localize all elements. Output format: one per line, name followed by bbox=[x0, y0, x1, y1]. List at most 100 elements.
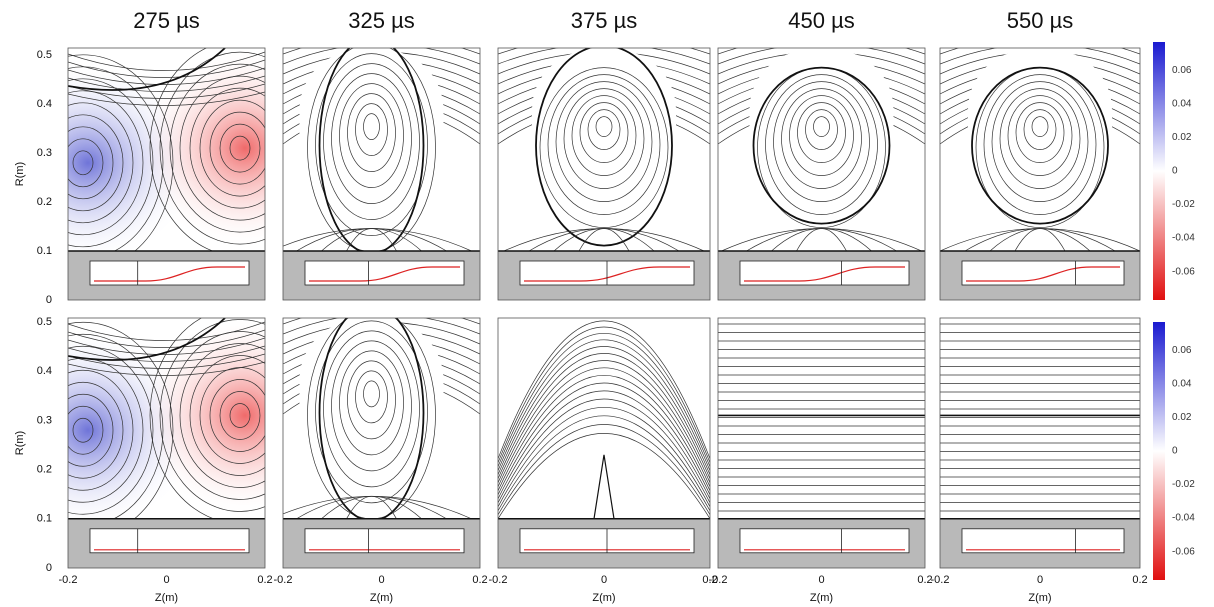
contour bbox=[72, 417, 94, 443]
contour bbox=[498, 353, 710, 479]
colorbar-tick-label: -0.04 bbox=[1172, 513, 1195, 524]
inset-trace bbox=[309, 266, 460, 282]
panel-frame bbox=[939, 317, 1141, 569]
panel-frame bbox=[282, 47, 481, 301]
contour bbox=[498, 382, 710, 495]
x-tick-label: 0 bbox=[163, 574, 169, 586]
y-tick-label: 0 bbox=[46, 294, 52, 306]
contour bbox=[563, 88, 645, 189]
panel-frame bbox=[282, 317, 481, 569]
x-tick-label: 0.2 bbox=[917, 574, 932, 586]
contour bbox=[68, 353, 265, 369]
contour bbox=[331, 340, 412, 472]
colorbar-tick-label: 0.06 bbox=[1172, 65, 1192, 76]
contour bbox=[315, 53, 428, 236]
inset bbox=[739, 528, 910, 554]
contour bbox=[229, 135, 251, 161]
colorbar bbox=[1153, 322, 1165, 580]
panel bbox=[497, 47, 711, 301]
x-axis-label: Z(m) bbox=[810, 592, 833, 604]
contour bbox=[721, 228, 922, 252]
contour bbox=[498, 360, 710, 483]
x-tick-label: -0.2 bbox=[709, 574, 728, 586]
contour bbox=[315, 320, 428, 504]
contour bbox=[68, 59, 265, 78]
contour bbox=[498, 332, 710, 467]
colorbar-tick-label: 0 bbox=[1172, 446, 1178, 457]
y-axis-label: R(m) bbox=[14, 162, 26, 186]
contour bbox=[498, 320, 710, 459]
contour bbox=[773, 81, 870, 202]
contour bbox=[555, 81, 653, 202]
contour bbox=[68, 78, 154, 248]
contour bbox=[68, 126, 114, 200]
column-title: 550 µs bbox=[1007, 8, 1074, 33]
contour bbox=[355, 103, 388, 156]
panel bbox=[497, 317, 711, 569]
contour bbox=[547, 74, 661, 215]
contour bbox=[68, 329, 265, 348]
contour bbox=[813, 116, 830, 137]
y-tick-label: 0.4 bbox=[37, 365, 52, 377]
contour bbox=[169, 63, 265, 233]
contour bbox=[331, 73, 412, 204]
mask bbox=[299, 50, 444, 247]
x-tick-label: -0.2 bbox=[931, 574, 950, 586]
x-axis-label: Z(m) bbox=[370, 592, 393, 604]
x-tick-label: 0.2 bbox=[1132, 574, 1147, 586]
contour bbox=[355, 370, 388, 424]
x-tick-label: 0 bbox=[601, 574, 607, 586]
colorbar-tick-label: 0.02 bbox=[1172, 412, 1192, 423]
y-tick-label: 0.5 bbox=[37, 49, 52, 61]
panel-content bbox=[498, 318, 710, 568]
panel-content bbox=[68, 318, 265, 568]
panel bbox=[939, 47, 1141, 301]
y-tick-label: 0.1 bbox=[37, 513, 52, 525]
contour bbox=[68, 393, 114, 467]
colorbar-tick-label: 0.04 bbox=[1172, 379, 1192, 390]
contour bbox=[68, 75, 265, 92]
contour bbox=[68, 337, 265, 355]
contour bbox=[999, 88, 1081, 189]
colorbar-tick-label: 0 bbox=[1172, 166, 1178, 177]
contour bbox=[283, 228, 472, 252]
contour bbox=[498, 367, 710, 487]
contour bbox=[68, 345, 154, 515]
contour bbox=[68, 51, 265, 71]
panel-frame bbox=[497, 317, 711, 569]
contour bbox=[503, 228, 705, 252]
contour bbox=[498, 424, 710, 515]
contour bbox=[498, 433, 710, 519]
x-tick-label: 0.2 bbox=[472, 574, 487, 586]
separatrix bbox=[68, 48, 226, 91]
column-title: 375 µs bbox=[571, 8, 638, 33]
contour bbox=[179, 343, 265, 488]
panel bbox=[939, 317, 1141, 569]
panel-content bbox=[940, 318, 1140, 568]
contour bbox=[765, 74, 878, 215]
panel-content bbox=[283, 48, 480, 300]
contour bbox=[169, 331, 265, 500]
panel-content bbox=[498, 48, 710, 300]
contour bbox=[323, 63, 420, 220]
contour bbox=[68, 102, 134, 224]
inset bbox=[304, 528, 465, 554]
contour bbox=[209, 379, 265, 452]
contour bbox=[68, 90, 144, 236]
panel-content bbox=[283, 318, 480, 568]
y-tick-label: 0 bbox=[46, 562, 52, 574]
separatrix bbox=[971, 66, 1109, 225]
contour bbox=[789, 95, 854, 176]
inset-trace bbox=[966, 266, 1120, 282]
x-tick-label: 0 bbox=[818, 574, 824, 586]
contour bbox=[498, 406, 710, 507]
x-tick-label: 0 bbox=[378, 574, 384, 586]
colorbar-tick-label: 0.02 bbox=[1172, 132, 1192, 143]
inset-trace bbox=[744, 266, 905, 282]
panel-content bbox=[940, 48, 1140, 300]
y-tick-label: 0.2 bbox=[37, 196, 52, 208]
y-tick-label: 0.2 bbox=[37, 464, 52, 476]
contour bbox=[159, 319, 265, 512]
column-title: 450 µs bbox=[788, 8, 855, 33]
